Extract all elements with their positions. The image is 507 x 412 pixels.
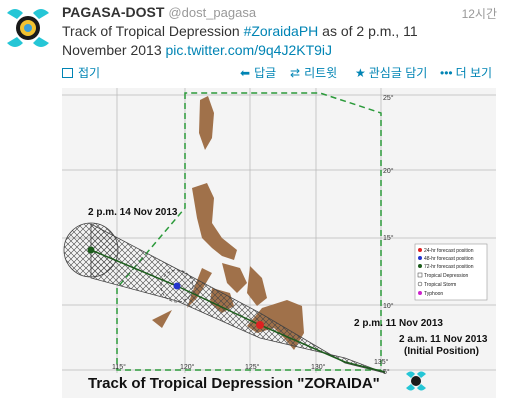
lon-label: 125° [245, 363, 260, 371]
label[interactable]: 접기 [78, 66, 101, 80]
map-label: (Initial Position) [404, 346, 479, 357]
icon [62, 68, 73, 78]
label[interactable]: 리트윗 [304, 66, 338, 80]
legend-label: 24-hr forecast position [424, 248, 474, 254]
legend-label: Tropical Storm [424, 282, 456, 288]
map-image[interactable]: 25° 20° 15° 10° 5° 115° 120° 125° 130° 1… [62, 88, 496, 398]
lat-label: 15° [383, 234, 394, 242]
text: Track of Tropical Depression [62, 23, 240, 39]
reply-button[interactable]: ⬅ 답글 [240, 64, 276, 81]
timestamp[interactable]: 12시간 [461, 7, 497, 21]
lon-label: 135° [374, 358, 389, 366]
more-button[interactable]: ••• 더 보기 [440, 64, 492, 81]
link[interactable]: pic.twitter.com/9q4J2KT9iJ [165, 42, 333, 58]
legend: 24-hr forecast position 48-hr forecast p… [414, 243, 488, 301]
lon-label: 115° [112, 363, 126, 371]
icon: ••• [440, 66, 453, 80]
user-name-text[interactable]: PAGASA-DOST [62, 4, 165, 20]
map-label: 2 p.m. 14 Nov 2013 [88, 207, 178, 218]
tweet-text: Track of Tropical Depression #ZoraidaPH … [62, 22, 482, 60]
collapse-button[interactable]: 접기 [62, 64, 100, 81]
icon: ★ [355, 66, 366, 80]
lon-label: 130° [311, 363, 326, 371]
legend-label: Typhoon [424, 291, 443, 297]
user-name[interactable]: PAGASA-DOST @dost_pagasa [62, 4, 256, 20]
icon: ⬅ [240, 66, 251, 80]
lat-label: 10° [383, 302, 394, 310]
retweet-button[interactable]: ⇄ 리트윗 [290, 64, 337, 81]
favorite-button[interactable]: ★ 관심글 담기 [355, 64, 427, 81]
handle[interactable]: @dost_pagasa [168, 5, 257, 20]
map-title: Track of Tropical Depression "ZORAIDA" [88, 375, 380, 392]
lon-label: 120° [180, 363, 195, 371]
avatar[interactable] [5, 5, 51, 51]
map-label: 2 a.m. 11 Nov 2013 [399, 334, 488, 345]
hashtag[interactable]: #ZoraidaPH [243, 23, 319, 39]
text: as of 2 p.m., 11 November 2013 [62, 23, 418, 58]
icon: ⇄ [290, 66, 301, 80]
label[interactable]: 답글 [254, 66, 277, 80]
lat-label: 20° [383, 167, 394, 175]
lat-label: 25° [383, 94, 394, 102]
legend-label: Tropical Depression [424, 273, 468, 279]
map-label: 2 p.m. 11 Nov 2013 [354, 318, 443, 329]
legend-label: 48-hr forecast position [424, 256, 474, 262]
legend-label: 72-hr forecast position [424, 264, 474, 270]
lat-label: 5° [383, 368, 390, 376]
label[interactable]: 더 보기 [455, 66, 493, 80]
label[interactable]: 관심글 담기 [368, 66, 428, 80]
